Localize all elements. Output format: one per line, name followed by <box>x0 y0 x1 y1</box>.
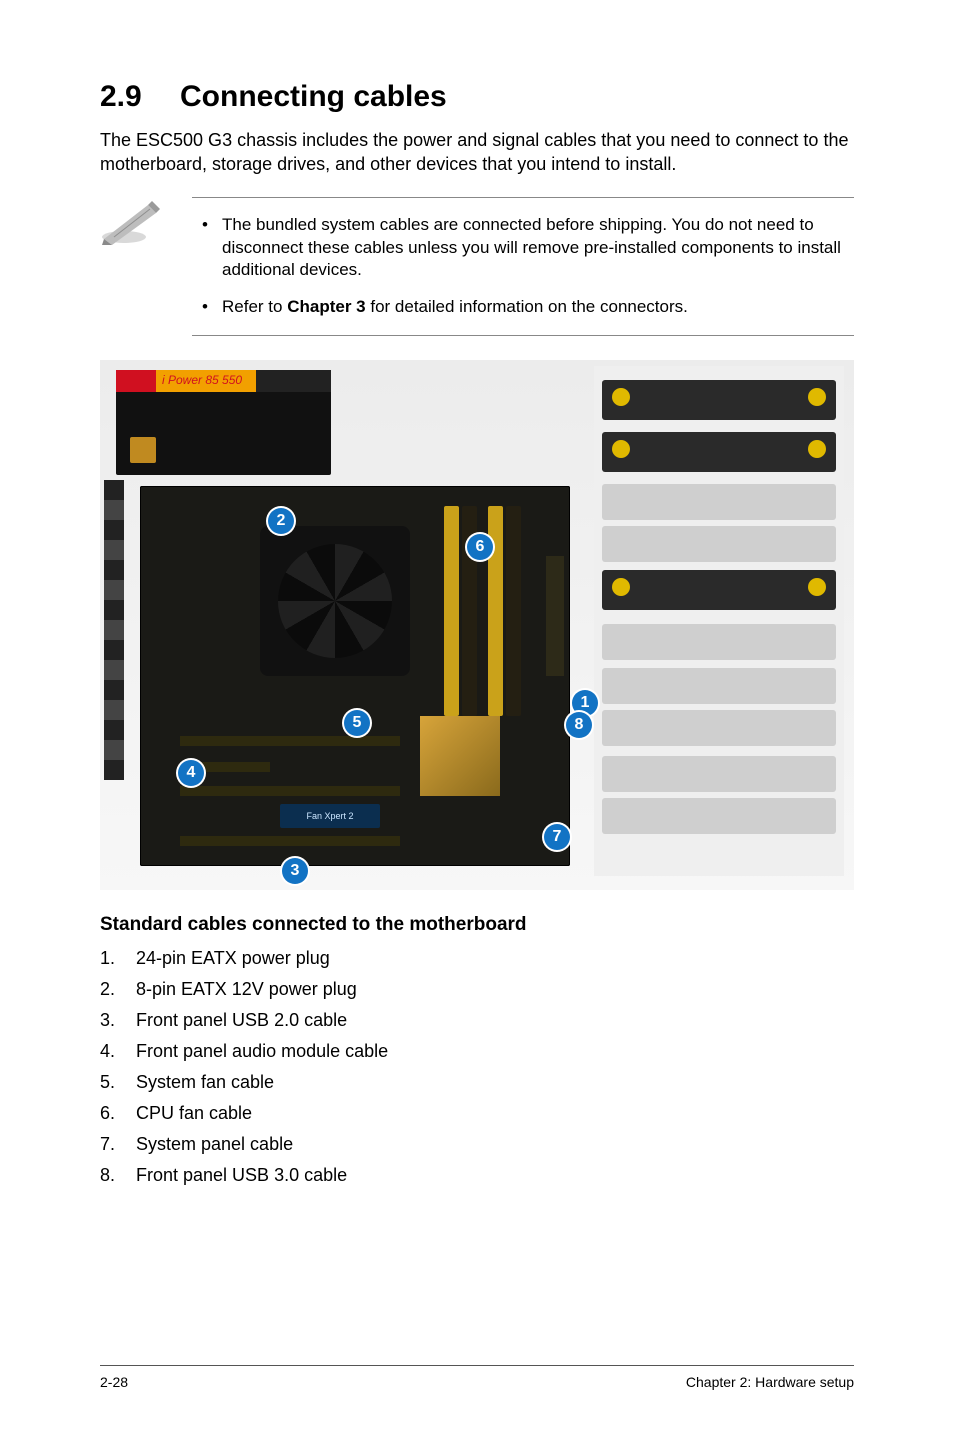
intro-paragraph: The ESC500 G3 chassis includes the power… <box>100 128 854 177</box>
tray-knob <box>808 440 826 458</box>
cable-list-item: 5.System fan cable <box>100 1072 854 1093</box>
tray-knob <box>808 578 826 596</box>
drive-tray-empty <box>602 798 836 834</box>
footer-chapter: Chapter 2: Hardware setup <box>686 1374 854 1390</box>
tray-knob <box>612 388 630 406</box>
cable-label: CPU fan cable <box>136 1103 252 1124</box>
cable-list-title: Standard cables connected to the motherb… <box>100 914 854 936</box>
cable-number: 7. <box>100 1134 136 1155</box>
cable-list-item: 4.Front panel audio module cable <box>100 1041 854 1062</box>
motherboard: Fan Xpert 2 <box>140 486 570 866</box>
pencil-note-icon <box>100 197 162 245</box>
cable-number: 6. <box>100 1103 136 1124</box>
drive-cage <box>594 366 844 876</box>
tray-knob <box>612 440 630 458</box>
cable-list-item: 1.24-pin EATX power plug <box>100 948 854 969</box>
note-item: Refer to Chapter 3 for detailed informat… <box>192 296 854 319</box>
note-item: The bundled system cables are connected … <box>192 214 854 283</box>
cable-list-item: 7.System panel cable <box>100 1134 854 1155</box>
page-footer: 2-28 Chapter 2: Hardware setup <box>100 1365 854 1390</box>
dimm-slot <box>444 506 459 716</box>
cable-list: 1.24-pin EATX power plug2.8-pin EATX 12V… <box>100 948 854 1186</box>
footer-page-number: 2-28 <box>100 1374 128 1390</box>
fan-xpert-badge: Fan Xpert 2 <box>280 804 380 828</box>
drive-tray-empty <box>602 526 836 562</box>
psu: i Power 85 550 <box>116 370 331 475</box>
note-body: The bundled system cables are connected … <box>192 197 854 337</box>
cable-label: System panel cable <box>136 1134 293 1155</box>
cable-number: 2. <box>100 979 136 1000</box>
io-shield <box>104 480 124 780</box>
cable-label: System fan cable <box>136 1072 274 1093</box>
cable-list-item: 6.CPU fan cable <box>100 1103 854 1124</box>
cable-label: Front panel USB 2.0 cable <box>136 1010 347 1031</box>
cable-label: Front panel audio module cable <box>136 1041 388 1062</box>
note-list: The bundled system cables are connected … <box>192 214 854 320</box>
drive-tray-empty <box>602 624 836 660</box>
cable-list-item: 8.Front panel USB 3.0 cable <box>100 1165 854 1186</box>
psu-brand: i Power 85 550 <box>162 373 242 387</box>
drive-tray-empty <box>602 710 836 746</box>
pcie-slot <box>180 836 400 846</box>
drive-tray <box>602 380 836 420</box>
tray-knob <box>612 578 630 596</box>
drive-tray-empty <box>602 668 836 704</box>
chipset-heatsink <box>420 716 500 796</box>
pcie-slot <box>180 736 400 746</box>
cable-label: 8-pin EATX 12V power plug <box>136 979 357 1000</box>
tray-knob <box>808 388 826 406</box>
cable-number: 1. <box>100 948 136 969</box>
cable-number: 5. <box>100 1072 136 1093</box>
note-prefix: Refer to <box>222 297 287 316</box>
note-text: The bundled system cables are connected … <box>222 215 841 280</box>
note-suffix: for detailed information on the connecto… <box>366 297 688 316</box>
cable-number: 3. <box>100 1010 136 1031</box>
dimm-slot <box>506 506 521 716</box>
section-number: 2.9 <box>100 80 180 114</box>
drive-tray <box>602 432 836 472</box>
drive-tray-empty <box>602 484 836 520</box>
section-heading: 2.9Connecting cables <box>100 80 854 114</box>
cable-label: 24-pin EATX power plug <box>136 948 330 969</box>
cable-label: Front panel USB 3.0 cable <box>136 1165 347 1186</box>
atx24-connector <box>546 556 564 676</box>
cpu-fan <box>260 526 410 676</box>
psu-band: i Power 85 550 <box>116 370 331 392</box>
page: 2.9Connecting cables The ESC500 G3 chass… <box>0 0 954 1438</box>
note-block: The bundled system cables are connected … <box>100 197 854 337</box>
cable-list-item: 2.8-pin EATX 12V power plug <box>100 979 854 1000</box>
drive-tray-empty <box>602 756 836 792</box>
dimm-slot <box>488 506 503 716</box>
cable-number: 4. <box>100 1041 136 1062</box>
section-title-text: Connecting cables <box>180 80 447 113</box>
pcie-slot <box>180 786 400 796</box>
cable-list-item: 3.Front panel USB 2.0 cable <box>100 1010 854 1031</box>
note-bold: Chapter 3 <box>287 297 365 316</box>
motherboard-figure: i Power 85 550 Fan Xpert 2 12345678 <box>100 360 854 890</box>
cable-number: 8. <box>100 1165 136 1186</box>
drive-tray <box>602 570 836 610</box>
psu-80plus-badge <box>130 437 156 463</box>
